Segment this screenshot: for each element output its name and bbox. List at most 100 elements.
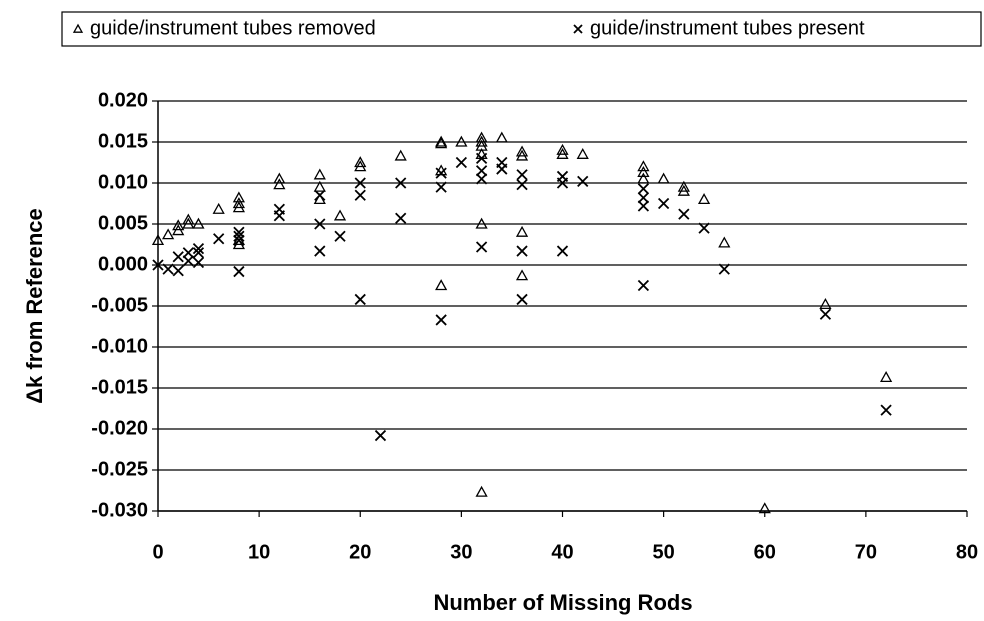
- triangle-marker: [182, 213, 195, 225]
- triangle-marker: [232, 201, 246, 213]
- triangle-marker: [172, 219, 185, 231]
- x-tick-label: 30: [450, 541, 472, 563]
- cross-marker: [354, 293, 366, 306]
- cross-marker: [516, 179, 528, 191]
- triangle-marker: [576, 147, 589, 159]
- triangle-marker: [515, 145, 529, 157]
- triangle-marker: [677, 184, 690, 196]
- triangle-marker: [354, 160, 367, 172]
- cross-marker: [678, 208, 690, 220]
- y-tick-label: 0.000: [98, 253, 148, 275]
- cross-marker: [233, 230, 245, 242]
- y-tick-label: -0.025: [91, 458, 148, 480]
- triangle-marker: [637, 166, 650, 177]
- triangle-marker: [637, 160, 650, 172]
- y-tick-label: -0.010: [91, 335, 148, 357]
- cross-marker: [573, 24, 583, 34]
- cross-marker: [435, 167, 447, 179]
- triangle-marker: [515, 225, 529, 237]
- triangle-marker: [435, 135, 448, 147]
- cross-marker: [192, 247, 205, 259]
- cross-marker: [182, 247, 194, 259]
- cross-marker: [162, 263, 174, 275]
- legend-box: [61, 11, 982, 47]
- cross-marker: [556, 245, 569, 257]
- triangle-marker: [657, 172, 670, 184]
- cross-marker: [698, 222, 710, 234]
- legend-label: guide/instrument tubes removed: [90, 17, 376, 39]
- x-tick-label: 20: [349, 541, 371, 563]
- y-tick-label: -0.005: [91, 294, 148, 316]
- cross-marker: [354, 177, 366, 189]
- cross-marker: [172, 251, 184, 263]
- x-tick-label: 10: [248, 541, 270, 563]
- cross-marker: [273, 210, 285, 222]
- triangle-marker: [72, 23, 84, 33]
- y-tick-label: 0.020: [98, 89, 148, 111]
- cross-marker: [192, 256, 205, 269]
- cross-marker: [516, 245, 528, 257]
- cross-marker: [192, 242, 205, 255]
- cross-marker: [172, 265, 184, 277]
- triangle-marker: [475, 217, 488, 229]
- cross-marker: [334, 230, 346, 242]
- triangle-marker: [677, 180, 690, 192]
- cross-marker: [354, 189, 366, 201]
- y-tick-label: 0.010: [98, 171, 148, 193]
- cross-marker: [880, 404, 892, 416]
- triangle-marker: [515, 269, 529, 281]
- cross-marker: [395, 177, 407, 189]
- triangle-marker: [879, 371, 893, 382]
- y-tick-label: -0.030: [91, 499, 148, 521]
- y-tick-label: -0.020: [91, 417, 148, 439]
- cross-marker: [556, 177, 569, 189]
- x-tick-label: 60: [754, 541, 776, 563]
- cross-marker: [233, 265, 245, 278]
- triangle-marker: [475, 485, 488, 497]
- cross-marker: [233, 226, 245, 238]
- cross-marker: [475, 173, 488, 185]
- triangle-marker: [495, 131, 508, 143]
- triangle-marker: [333, 209, 347, 221]
- triangle-marker: [819, 298, 832, 310]
- triangle-marker: [394, 149, 407, 161]
- triangle-marker: [313, 168, 326, 180]
- triangle-marker: [151, 234, 165, 246]
- triangle-marker: [435, 279, 448, 291]
- x-tick-label: 70: [855, 541, 877, 563]
- y-tick-label: 0.015: [98, 130, 148, 152]
- x-tick-label: 0: [152, 541, 163, 563]
- cross-marker: [637, 192, 650, 204]
- cross-marker: [496, 163, 508, 175]
- triangle-marker: [637, 172, 650, 184]
- cross-marker: [435, 314, 447, 326]
- triangle-marker: [182, 217, 195, 229]
- y-tick-label: 0.005: [98, 212, 148, 234]
- cross-marker: [819, 308, 832, 320]
- cross-marker: [455, 156, 468, 169]
- cross-marker: [637, 279, 650, 292]
- y-axis-title: Δk from Reference: [22, 208, 47, 404]
- cross-marker: [637, 183, 650, 195]
- triangle-marker: [273, 178, 286, 190]
- legend-label: guide/instrument tubes present: [590, 17, 865, 39]
- triangle-marker: [718, 236, 731, 248]
- triangle-marker: [475, 135, 488, 147]
- triangle-marker: [313, 180, 326, 192]
- triangle-marker: [435, 137, 448, 149]
- cross-marker: [435, 181, 447, 193]
- x-tick-label: 40: [551, 541, 573, 563]
- triangle-marker: [455, 135, 468, 147]
- cross-marker: [637, 200, 650, 212]
- cross-marker: [233, 234, 245, 247]
- triangle-marker: [232, 197, 246, 209]
- cross-marker: [314, 189, 326, 201]
- x-axis-title: Number of Missing Rods: [433, 590, 692, 615]
- cross-marker: [475, 241, 488, 253]
- cross-marker: [577, 175, 589, 187]
- y-tick-label: -0.015: [91, 376, 148, 398]
- cross-marker: [374, 429, 387, 442]
- cross-marker: [718, 263, 730, 275]
- cross-marker: [314, 245, 326, 257]
- cross-marker: [213, 233, 225, 245]
